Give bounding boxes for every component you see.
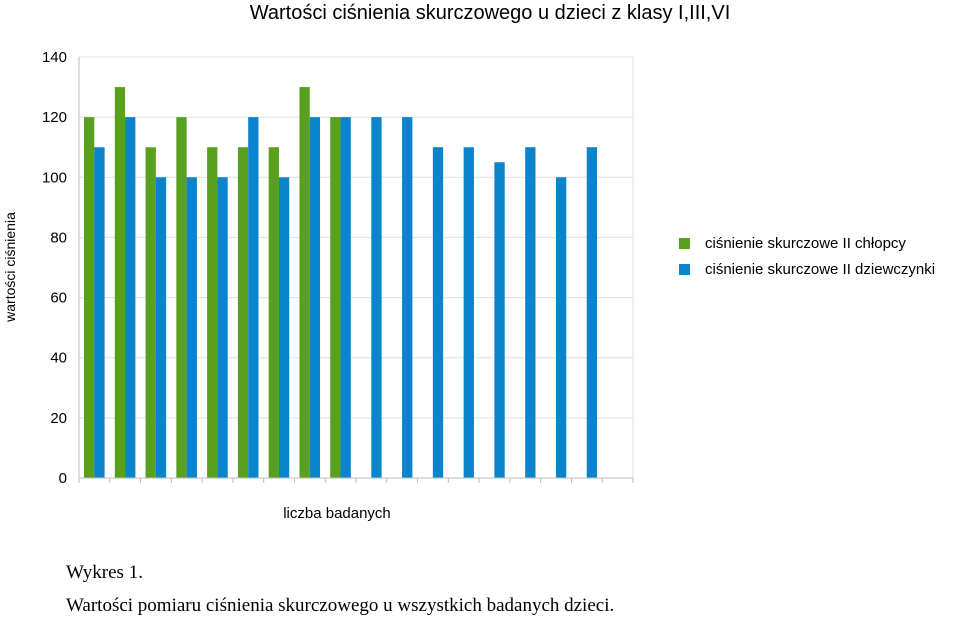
bar-series1-cat11 [432,147,444,478]
bar-series1-cat12 [463,147,474,478]
bar-series0-cat3 [176,117,187,479]
y-tick-label-5: 100 [42,169,67,186]
bar-series0-cat7 [299,87,310,479]
legend-label-boys: ciśnienie skurczowe II chłopcy [705,234,906,252]
bar-series1-cat7 [309,117,321,479]
chart-title: Wartości ciśnienia skurczowego u dzieci … [249,2,731,24]
legend-item-boys: ciśnienie skurczowe II chłopcy [679,230,935,256]
bar-series0-cat5 [237,147,249,478]
y-tick-label-7: 140 [42,49,67,66]
y-tick-label-4: 80 [50,229,67,246]
figure-number: Wykres 1. [66,562,143,583]
bar-series1-cat5 [248,117,259,479]
y-tick-label-1: 20 [50,410,67,427]
bar-series0-cat8 [330,117,341,479]
bar-series1-cat0 [94,147,105,478]
y-tick-label-3: 60 [50,290,67,307]
y-tick-label-0: 0 [59,470,67,487]
legend-item-girls: ciśnienie skurczowe II dziewczynki [679,256,935,282]
bar-series0-cat0 [84,117,95,479]
legend-label-girls: ciśnienie skurczowe II dziewczynki [705,260,936,278]
bar-series1-cat13 [494,162,505,478]
y-tick-label-6: 120 [42,109,67,126]
bar-series0-cat1 [114,87,126,479]
bar-series0-cat2 [145,147,156,478]
bars [84,87,598,479]
figure-caption: Wartości pomiaru ciśnienia skurczowego u… [66,595,615,616]
bar-series1-cat14 [525,147,536,478]
legend-swatch-boys [679,237,690,249]
bar-series1-cat9 [371,117,382,479]
x-axis-title: liczba badanych [283,505,391,522]
bar-series0-cat4 [207,147,218,478]
bar-series1-cat15 [555,177,567,479]
bar-series1-cat16 [586,147,598,478]
bar-series1-cat1 [125,117,136,479]
axes: 0 20 40 60 80 100 120 140 [42,49,634,487]
legend-swatch-girls [679,263,690,275]
bar-series1-cat8 [340,117,351,479]
legend: ciśnienie skurczowe II chłopcy ciśnienie… [679,230,935,282]
bar-series1-cat2 [155,177,167,479]
y-axis-title: wartości ciśnienia [2,212,18,322]
chart-plot-area: 0 20 40 60 80 100 120 140 [42,49,634,487]
bar-series1-cat3 [186,177,197,479]
bar-series1-cat4 [217,177,228,479]
grid-lines [79,56,634,478]
bar-series1-cat6 [278,177,290,479]
y-tick-label-2: 40 [50,350,67,367]
bar-series1-cat10 [402,117,413,479]
bar-series0-cat6 [268,147,279,478]
